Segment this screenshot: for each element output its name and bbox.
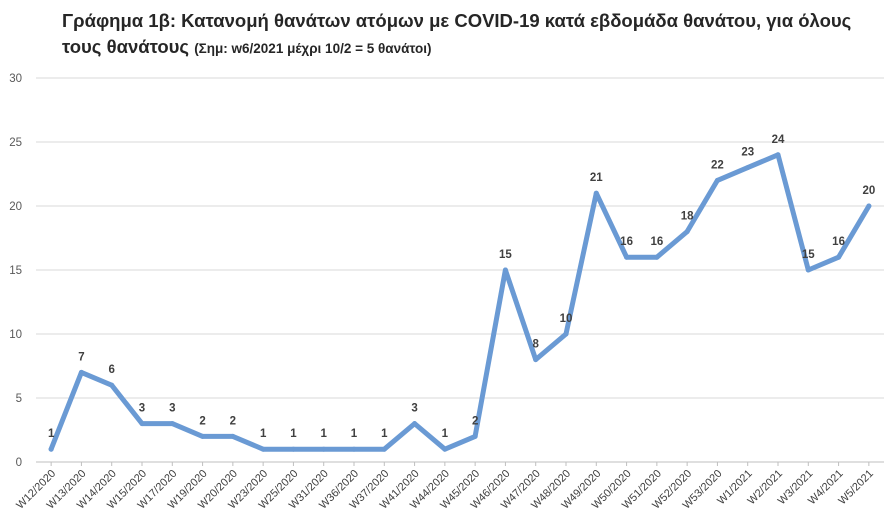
data-point [714,177,720,183]
data-label: 1 [290,428,297,440]
x-axis: W12/2020W13/2020W14/2020W15/2020W17/2020… [14,462,876,512]
series-polyline [48,152,872,452]
y-tick-label: 5 [16,393,22,405]
data-point [48,446,54,452]
data-label: 20 [862,185,875,197]
series-line [48,152,872,452]
y-tick-label: 25 [9,137,22,149]
data-label: 2 [230,415,236,427]
data-point [563,331,569,337]
data-label: 3 [139,403,145,415]
data-point [866,203,872,209]
data-point [533,357,539,363]
data-label: 1 [48,428,55,440]
gridlines [36,77,884,463]
y-tick-label: 20 [9,201,22,213]
data-point [260,446,266,452]
data-point [442,446,448,452]
chart-title-main: Γράφημα 1β: Κατανομή θανάτων ατόμων με C… [62,10,852,57]
data-label: 7 [78,351,84,363]
data-label: 23 [741,147,754,159]
data-label: 3 [411,403,417,415]
data-point [745,165,751,171]
data-point [381,446,387,452]
data-label: 18 [681,211,694,223]
data-point [230,433,236,439]
data-label: 16 [620,236,633,248]
data-label: 8 [533,339,540,351]
data-label: 10 [560,313,573,325]
data-label: 6 [109,364,115,376]
data-label: 1 [381,428,388,440]
data-point [78,369,84,375]
y-tick-label: 0 [16,457,22,469]
data-label: 2 [199,415,205,427]
data-point [290,446,296,452]
data-label: 2 [472,415,478,427]
y-tick-label: 15 [9,265,22,277]
data-point [109,382,115,388]
data-label: 22 [711,159,724,171]
data-point [200,433,206,439]
data-point [139,421,145,427]
data-point [836,254,842,260]
data-label: 24 [772,134,785,146]
data-label: 1 [351,428,358,440]
data-point [684,229,690,235]
data-label: 1 [260,428,267,440]
data-point [654,254,660,260]
data-label: 3 [169,403,175,415]
data-point [169,421,175,427]
data-point [775,152,781,158]
data-point [412,421,418,427]
data-label: 1 [321,428,328,440]
data-point [805,267,811,273]
chart-title: Γράφημα 1β: Κατανομή θανάτων ατόμων με C… [62,8,882,62]
data-point [351,446,357,452]
y-axis: 0 5 10 15 20 25 30 [9,73,22,469]
data-label: 15 [802,249,815,261]
y-tick-label: 10 [9,329,22,341]
data-label: 15 [499,249,512,261]
y-tick-label: 30 [9,73,22,85]
data-point [624,254,630,260]
data-point [321,446,327,452]
data-label: 16 [832,236,845,248]
data-label: 1 [442,428,449,440]
data-label: 21 [590,172,603,184]
chart-title-note: (Σημ: w6/2021 μέχρι 10/2 = 5 θανάτοι) [194,41,432,56]
data-point [502,267,508,273]
data-point [593,190,599,196]
data-point [472,433,478,439]
data-label: 16 [650,236,663,248]
